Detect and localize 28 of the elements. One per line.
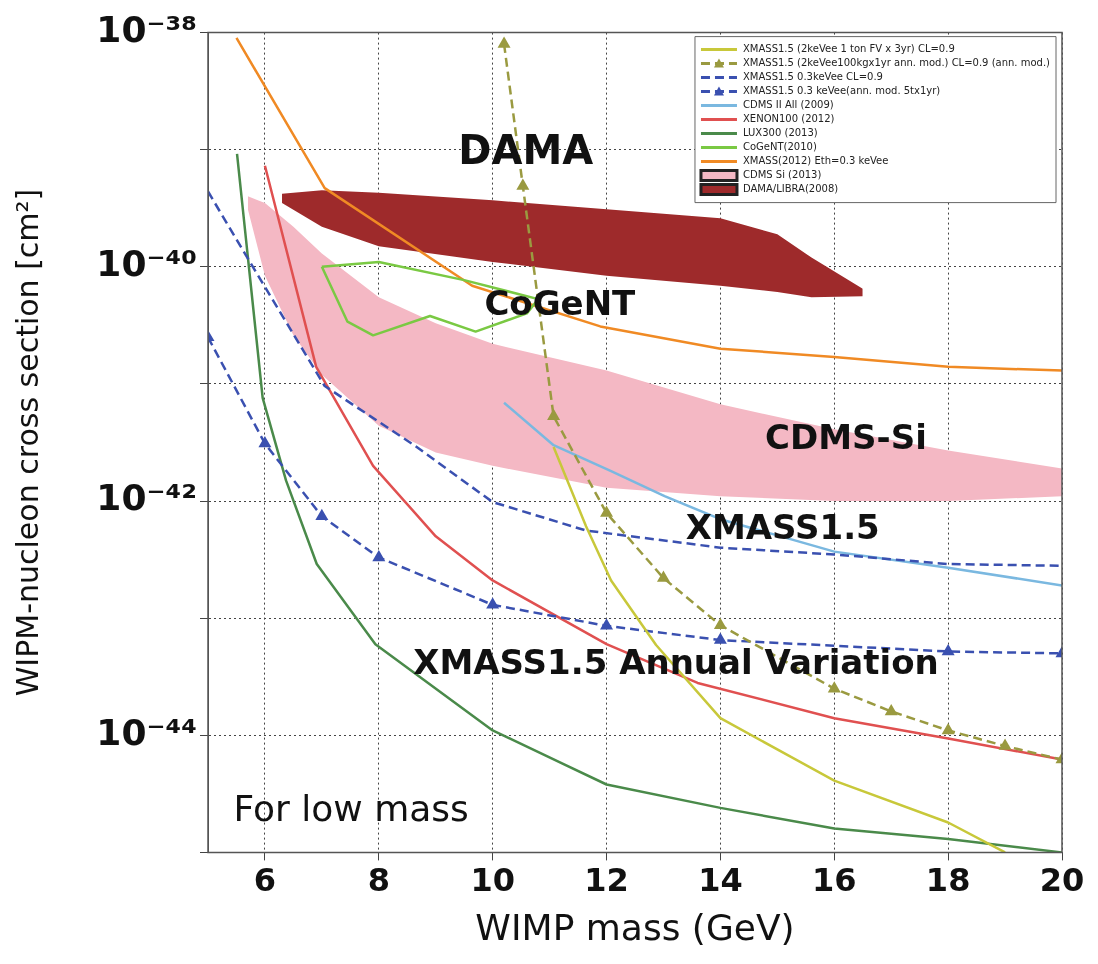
y-tick-label: 10⁻⁴⁰ <box>96 243 197 285</box>
legend-label: XMASS(2012) Eth=0.3 keVee <box>742 155 889 167</box>
legend-label: XMASS1.5 0.3 keVee(ann. mod. 5tx1yr) <box>742 85 941 97</box>
annotation: CDMS-Si <box>765 416 927 457</box>
legend-label: CoGeNT(2010) <box>742 141 817 153</box>
annotation: For low mass <box>233 787 469 829</box>
legend-label: CDMS II All (2009) <box>742 99 834 111</box>
legend-label: XENON100 (2012) <box>742 113 835 125</box>
legend-label: XMASS1.5 (2keVee100kgx1yr ann. mod.) CL=0.9 (ann. mod.) <box>742 57 1051 69</box>
x-tick-label: 6 <box>253 860 277 899</box>
y-tick-label: 10⁻³⁸ <box>96 8 197 50</box>
x-axis-title: WIMP mass (GeV) <box>475 906 795 948</box>
y-axis-title: WIPM-nucleon cross section [cm²] <box>9 188 45 697</box>
x-tick-label: 10 <box>470 860 515 899</box>
legend-label: XMASS1.5 0.3keVee CL=0.9 <box>742 71 883 83</box>
legend-label: DAMA/LIBRA(2008) <box>742 183 839 195</box>
x-tick-label: 8 <box>367 860 390 899</box>
x-tick-label: 18 <box>925 860 971 899</box>
x-tick-label: 20 <box>1039 860 1085 899</box>
annotation: DAMA <box>458 127 594 174</box>
x-tick-label: 12 <box>584 860 629 899</box>
legend-label: XMASS1.5 (2keVee 1 ton FV x 3yr) CL=0.9 <box>742 43 955 55</box>
y-tick-label: 10⁻⁴⁴ <box>96 711 197 753</box>
legend-label: LUX300 (2013) <box>742 127 818 139</box>
y-tick-label: 10⁻⁴² <box>96 477 197 519</box>
x-tick-label: 14 <box>698 860 743 899</box>
x-tick-label: 16 <box>812 860 857 899</box>
legend-label: CDMS Si (2013) <box>742 169 822 181</box>
